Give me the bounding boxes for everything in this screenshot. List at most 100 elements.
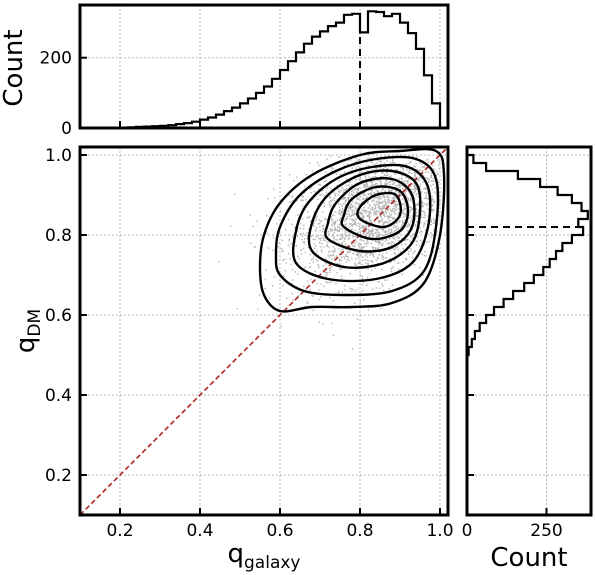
scatter-point bbox=[392, 266, 394, 268]
scatter-point bbox=[380, 198, 382, 200]
scatter-point bbox=[349, 249, 352, 251]
scatter-point bbox=[385, 205, 387, 207]
scatter-panel: 0.2 0.4 0.6 0.8 1.00.20.40.60.81.0 qgalaxy q… bbox=[11, 145, 454, 573]
scatter-point bbox=[375, 235, 378, 238]
scatter-point bbox=[318, 222, 321, 225]
scatter-point bbox=[421, 210, 423, 213]
scatter-point bbox=[301, 235, 304, 237]
scatter-point bbox=[348, 251, 350, 254]
scatter-point bbox=[379, 281, 381, 283]
scatter-point bbox=[313, 243, 315, 245]
scatter-point bbox=[401, 224, 403, 226]
scatter-point bbox=[354, 179, 357, 181]
scatter-point bbox=[354, 218, 357, 220]
scatter-point bbox=[365, 262, 367, 264]
scatter-point bbox=[371, 207, 374, 209]
scatter-point bbox=[292, 195, 294, 197]
scatter-point bbox=[422, 165, 425, 168]
scatter-point bbox=[335, 228, 337, 231]
scatter-point bbox=[432, 183, 434, 186]
scatter-point bbox=[332, 225, 334, 227]
scatter-point bbox=[298, 294, 300, 297]
scatter-point bbox=[339, 268, 341, 271]
scatter-point bbox=[302, 205, 304, 207]
scatter-point bbox=[349, 233, 351, 235]
scatter-point bbox=[361, 179, 363, 181]
scatter-point bbox=[377, 203, 379, 205]
scatter-point bbox=[339, 213, 341, 216]
scatter-point bbox=[374, 207, 377, 210]
scatter-point bbox=[423, 197, 426, 200]
scatter-point bbox=[390, 228, 393, 231]
scatter-point bbox=[329, 250, 331, 253]
scatter-point bbox=[371, 183, 373, 185]
scatter-point bbox=[376, 229, 378, 231]
scatter-point bbox=[331, 229, 334, 231]
density-contour bbox=[324, 177, 416, 253]
scatter-point bbox=[356, 252, 358, 254]
scatter-point bbox=[362, 216, 364, 219]
scatter-point bbox=[408, 251, 410, 253]
scatter-point bbox=[415, 209, 417, 211]
scatter-point bbox=[350, 288, 352, 290]
scatter-point bbox=[236, 307, 238, 310]
scatter-point bbox=[375, 168, 378, 170]
scatter-point bbox=[420, 214, 423, 216]
scatter-point bbox=[300, 232, 302, 235]
scatter-point bbox=[439, 200, 441, 203]
scatter-point bbox=[304, 305, 307, 308]
scatter-point bbox=[395, 206, 398, 208]
scatter-point bbox=[386, 196, 388, 198]
scatter-point bbox=[343, 256, 345, 258]
scatter-point bbox=[322, 264, 325, 267]
scatter-point bbox=[354, 188, 356, 190]
scatter-point bbox=[362, 210, 365, 212]
scatter-point bbox=[384, 204, 386, 206]
scatter-point bbox=[380, 210, 383, 213]
scatter-point bbox=[394, 247, 397, 249]
scatter-point bbox=[309, 265, 312, 268]
scatter-point bbox=[367, 231, 369, 234]
scatter-point bbox=[393, 202, 395, 205]
scatter-point bbox=[401, 178, 403, 180]
scatter-point bbox=[404, 213, 407, 215]
scatter-point bbox=[416, 215, 418, 217]
scatter-point bbox=[371, 162, 373, 164]
scatter-point bbox=[336, 229, 338, 231]
scatter-point bbox=[384, 221, 386, 223]
scatter-point bbox=[345, 261, 348, 263]
scatter-point bbox=[327, 246, 330, 248]
scatter-point bbox=[321, 225, 323, 227]
scatter-point bbox=[317, 204, 319, 207]
scatter-point bbox=[395, 200, 398, 203]
scatter-point bbox=[425, 188, 427, 191]
density-contour bbox=[340, 185, 410, 241]
scatter-point bbox=[390, 179, 392, 181]
scatter-point bbox=[405, 207, 407, 210]
scatter-point bbox=[354, 221, 356, 223]
scatter-point bbox=[300, 223, 302, 225]
scatter-point bbox=[349, 207, 352, 210]
scatter-point bbox=[372, 247, 375, 249]
scatter-point bbox=[338, 260, 341, 262]
scatter-point bbox=[318, 289, 320, 291]
scatter-point bbox=[417, 204, 419, 206]
scatter-point bbox=[339, 238, 341, 240]
scatter-point bbox=[341, 198, 343, 200]
scatter-point bbox=[311, 170, 314, 172]
scatter-point bbox=[380, 182, 382, 184]
scatter-point bbox=[434, 201, 436, 203]
scatter-point bbox=[431, 198, 433, 200]
scatter-point bbox=[344, 188, 346, 191]
scatter-point bbox=[375, 259, 377, 261]
scatter-point bbox=[385, 180, 388, 182]
scatter-point bbox=[351, 167, 353, 169]
scatter-point bbox=[398, 268, 400, 270]
scatter-point bbox=[365, 212, 367, 215]
scatter-point bbox=[358, 214, 360, 216]
scatter-point bbox=[342, 188, 344, 191]
scatter-point bbox=[369, 212, 371, 214]
scatter-point bbox=[425, 193, 428, 195]
scatter-point bbox=[356, 191, 358, 193]
